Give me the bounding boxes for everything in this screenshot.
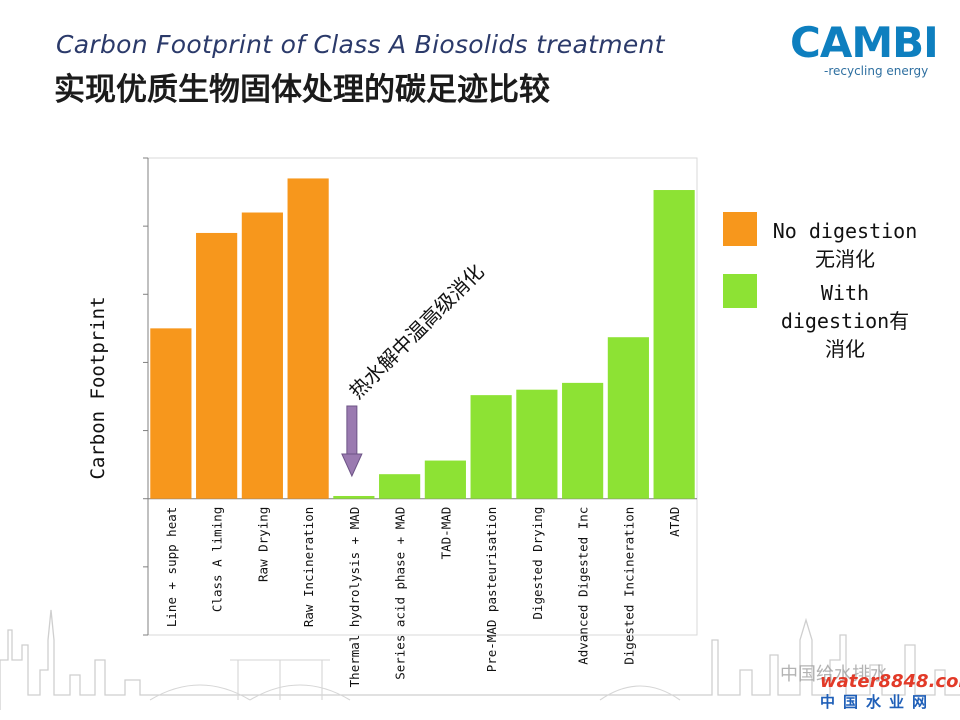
- bar-9: [562, 382, 604, 499]
- legend-label-no-digestion-1: 无消化: [815, 247, 875, 271]
- x-tick-label-11: ATAD: [667, 507, 682, 537]
- x-tick-labels: Line + supp heat Class A liming Raw Drying…: [164, 507, 682, 688]
- x-tick-label-4: Thermal hydrolysis + MAD: [347, 507, 362, 688]
- bar-8: [516, 389, 558, 499]
- skyline-outline: [0, 609, 960, 710]
- bar-2: [241, 212, 283, 499]
- bar-6: [424, 460, 466, 499]
- watermark-text: 中国给水排水: [780, 664, 888, 685]
- legend-swatch-with-digestion: [723, 274, 757, 308]
- x-tick-label-10: Digested Incineration: [621, 507, 636, 665]
- x-tick-label-0: Line + supp heat: [164, 507, 179, 627]
- legend-label-with-digestion-0: With: [821, 281, 869, 305]
- x-tick-label-3: Raw Incineration: [301, 507, 316, 627]
- bar-0: [150, 328, 192, 499]
- y-ticks: [143, 157, 148, 636]
- water8848-logo: water8848.com 中国水业网: [820, 671, 960, 716]
- x-tick-label-5: Series acid phase + MAD: [393, 507, 408, 680]
- bar-1: [196, 232, 238, 499]
- x-tick-label-9: Advanced Digested Inc: [576, 507, 591, 665]
- bar-10: [607, 337, 649, 499]
- legend-swatch-no-digestion: [723, 212, 757, 246]
- city-skyline-decoration: [0, 609, 960, 710]
- x-tick-label-6: TAD-MAD: [438, 507, 453, 560]
- annotation-arrow-shaft: [346, 405, 358, 457]
- x-tick-label-1: Class A liming: [210, 507, 225, 612]
- site-brand: water8848.com: [820, 671, 960, 692]
- skyline-arches: [149, 659, 681, 701]
- bar-5: [379, 474, 421, 499]
- cambi-logo-word: CAMBI: [790, 18, 939, 67]
- y-axis-label: Carbon Footprint: [87, 296, 109, 479]
- x-tick-label-2: Raw Drying: [255, 507, 270, 582]
- legend-label-no-digestion-0: No digestion: [773, 219, 918, 243]
- cambi-logo-tagline: -recycling energy: [824, 64, 929, 78]
- legend-label-with-digestion-2: 消化: [825, 337, 865, 361]
- x-tick-label-8: Digested Drying: [530, 507, 545, 620]
- cambi-logo: CAMBI -recycling energy: [790, 22, 950, 82]
- bar-11: [653, 190, 695, 499]
- bars: [150, 178, 695, 499]
- bar-3: [287, 178, 329, 499]
- slide-title-chinese: 实现优质生物固体处理的碳足迹比较: [54, 72, 550, 108]
- bar-7: [470, 395, 512, 499]
- site-name-cn: 中国水业网: [820, 693, 936, 711]
- annotation: 热水解中温高级消化: [341, 259, 489, 478]
- x-tick-label-7: Pre-MAD pasteurisation: [484, 507, 499, 673]
- annotation-text: 热水解中温高级消化: [344, 259, 488, 403]
- slide-title-english: Carbon Footprint of Class A Biosolids tr…: [56, 30, 665, 59]
- annotation-arrow-head: [341, 453, 363, 478]
- legend-label-with-digestion-1: digestion有: [781, 309, 909, 333]
- bar-4: [333, 495, 375, 499]
